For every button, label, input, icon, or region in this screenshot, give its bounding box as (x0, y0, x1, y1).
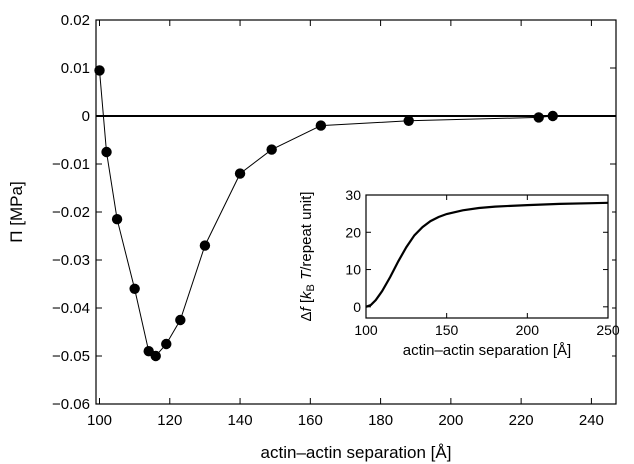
main-x-tick-label: 140 (228, 412, 253, 429)
inset-y-tick-label: 30 (345, 187, 361, 203)
main-y-tick-label: −0.06 (52, 396, 90, 413)
main-x-axis-label: actin–actin separation [Å] (261, 443, 452, 462)
data-point (150, 350, 161, 362)
main-y-tick-label: −0.02 (52, 204, 90, 221)
main-x-tick-label: 180 (368, 412, 393, 429)
main-x-tick-label: 240 (579, 412, 604, 429)
main-y-tick-label: −0.04 (52, 300, 90, 317)
inset-x-tick-label: 150 (435, 322, 459, 338)
inset-ylabel-delta: Δ (298, 311, 315, 321)
data-point (111, 214, 123, 225)
main-y-tick-label: 0.01 (61, 60, 90, 77)
main-x-ticks: 100 120 140 160 180 200 220 240 (87, 20, 604, 429)
main-x-tick-label: 220 (509, 412, 534, 429)
main-plot: 100 120 140 160 180 200 220 240 −0.06−0.05−0.04… (7, 12, 617, 462)
inset-ylabel-k: k (298, 290, 315, 299)
data-point (199, 240, 211, 251)
data-point (266, 144, 277, 155)
main-y-ticks: −0.06 −0.05 −0.04 −0.03 −0.02 −0.01 0 0.01 0.02 (52, 12, 616, 413)
inset-ylabel-unit: /repeat unit] (298, 192, 315, 271)
inset-ylabel-subscript-b: B (305, 284, 317, 291)
free-energy-curve (365, 201, 609, 308)
inset-y-tick-label: 10 (345, 262, 361, 278)
data-point (161, 338, 172, 350)
main-x-tick-label: 100 (87, 412, 112, 429)
main-x-tick-label: 120 (157, 412, 182, 429)
inset-x-ticks: 100 150 200 250 (354, 195, 620, 338)
pressure-series-points (94, 65, 558, 362)
main-y-tick-label: −0.03 (52, 252, 90, 269)
inset-x-tick-label: 200 (516, 322, 540, 338)
main-x-tick-label: 160 (298, 412, 323, 429)
main-y-axis-label: Π [MPa] (7, 181, 26, 242)
data-point (234, 168, 246, 179)
inset-y-ticks: 0 10 20 30 (345, 187, 608, 315)
main-y-tick-label: 0 (82, 108, 90, 125)
data-point (129, 283, 140, 294)
main-y-tick-label: −0.05 (52, 348, 90, 365)
inset-ylabel-f: f (298, 305, 315, 311)
inset-ylabel-t: T (298, 269, 315, 280)
data-point (547, 110, 558, 122)
main-y-tick-label: 0.02 (61, 12, 90, 29)
inset-x-tick-label: 250 (596, 322, 620, 338)
inset-x-axis-label: actin–actin separation [Å] (403, 342, 571, 359)
inset-y-tick-label: 20 (345, 224, 361, 240)
inset-plot-frame (365, 194, 609, 319)
data-point (315, 120, 327, 131)
inset-ylabel-open: [ (298, 298, 315, 307)
inset-x-tick-label: 100 (354, 322, 378, 338)
main-x-tick-label: 200 (438, 412, 463, 429)
data-point (94, 65, 105, 76)
main-y-tick-label: −0.01 (52, 156, 90, 173)
data-point (101, 146, 112, 158)
inset-y-tick-label: 0 (353, 299, 361, 315)
data-point (533, 112, 544, 123)
data-point (175, 314, 186, 326)
inset-y-axis-label: Δf [kB T/repeat unit] (298, 192, 317, 322)
data-point (403, 115, 414, 127)
inset-plot: 100 150 200 250 0 10 20 30 actin–actin separat… (292, 183, 620, 359)
